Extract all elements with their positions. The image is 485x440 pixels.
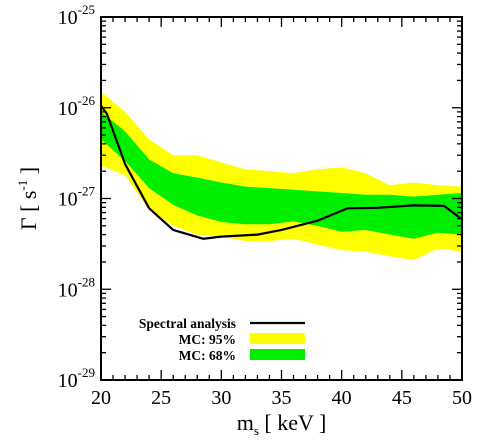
legend-label-spectral-analysis: Spectral analysis	[139, 316, 236, 331]
legend-key-mc-95	[250, 333, 305, 344]
y-tick-label-exp: -25	[78, 2, 95, 17]
y-tick-label-base: 10	[58, 189, 78, 211]
y-tick-label-exp: -26	[78, 93, 96, 108]
y-tick-label-base: 10	[58, 370, 78, 392]
y-tick-label: 10-26	[58, 93, 96, 120]
chart-bands	[101, 91, 462, 261]
x-tick-label: 30	[211, 387, 231, 409]
x-axis-label-rest: [ keV ]	[259, 410, 326, 435]
y-axis-label: Γ [ s-1 ]	[15, 167, 41, 230]
x-tick-label: 50	[452, 387, 472, 409]
y-tick-label-exp: -28	[78, 274, 95, 289]
x-tick-labels: 20 25 30 35 40 45 50	[91, 387, 472, 409]
y-tick-label-base: 10	[58, 7, 78, 29]
chart-lines	[100, 105, 463, 240]
y-tick-label-base: 10	[58, 279, 78, 301]
x-axis-label-sub: s	[254, 423, 259, 438]
legend-label-mc-95: MC: 95%	[179, 332, 236, 347]
x-tick-label: 35	[272, 387, 292, 409]
line-spectral-analysis	[100, 105, 463, 240]
y-tick-label-exp: -27	[78, 184, 96, 199]
y-tick-label-exp: -29	[78, 365, 95, 380]
y-tick-label: 10-27	[58, 184, 96, 211]
y-axis-label-close: ]	[16, 167, 41, 180]
x-axis-label-base: m	[237, 410, 254, 435]
legend-key-mc-68	[250, 349, 305, 360]
y-axis-label-main: Γ [ s	[16, 191, 41, 231]
x-tick-label: 40	[332, 387, 352, 409]
x-tick-label: 45	[392, 387, 412, 409]
x-tick-label: 25	[151, 387, 171, 409]
legend-label-mc-68: MC: 68%	[179, 348, 236, 363]
x-axis-label: ms [ keV ]	[237, 410, 327, 438]
y-tick-label: 10-29	[58, 365, 95, 392]
x-tick-label: 20	[91, 387, 111, 409]
y-tick-label-base: 10	[58, 98, 78, 120]
y-axis-label-sup: -1	[15, 180, 30, 191]
axis-ticks	[100, 16, 463, 381]
y-tick-label: 10-25	[58, 2, 95, 29]
y-tick-label: 10-28	[58, 274, 95, 301]
